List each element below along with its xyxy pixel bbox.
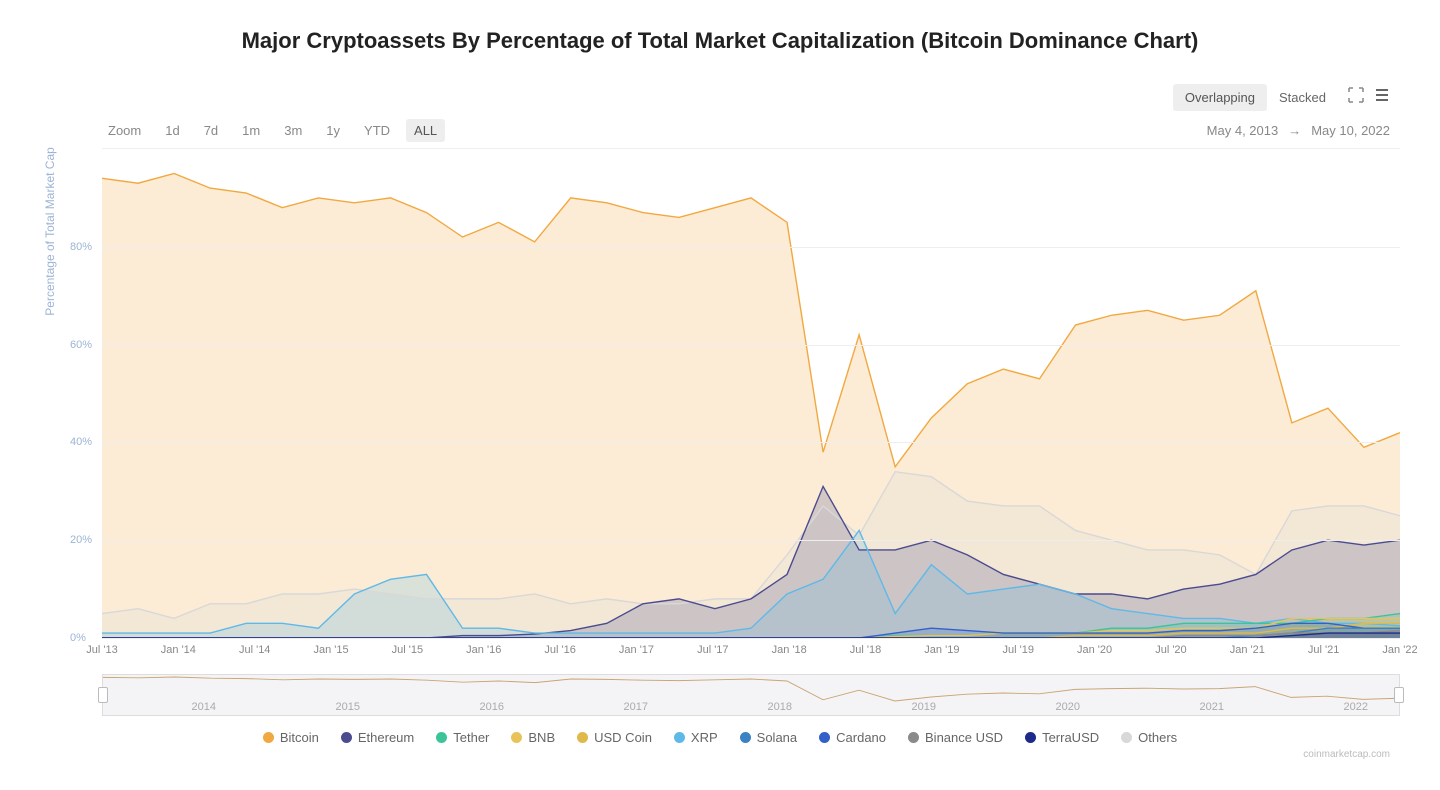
x-tick: Jul '16 [544, 644, 575, 656]
legend-label: Ethereum [358, 730, 414, 745]
x-tick: Jan '17 [619, 644, 654, 656]
legend-dot-icon [341, 732, 352, 743]
x-tick: Jan '21 [1230, 644, 1265, 656]
x-tick: Jul '15 [392, 644, 423, 656]
navigator-handle-left[interactable] [98, 687, 108, 703]
fullscreen-icon[interactable] [1348, 87, 1364, 108]
legend-item[interactable]: BNB [511, 730, 555, 745]
date-range: May 4, 2013 → May 10, 2022 [1207, 123, 1390, 138]
legend-dot-icon [577, 732, 588, 743]
menu-icon[interactable] [1374, 87, 1390, 108]
x-tick: Jan '20 [1077, 644, 1112, 656]
legend-label: Solana [757, 730, 797, 745]
x-tick: Jul '20 [1155, 644, 1186, 656]
legend-item[interactable]: TerraUSD [1025, 730, 1099, 745]
zoom-all[interactable]: ALL [406, 119, 445, 142]
x-tick: Jul '13 [86, 644, 117, 656]
x-tick: Jan '22 [1382, 644, 1417, 656]
legend-item[interactable]: Bitcoin [263, 730, 319, 745]
nav-year: 2019 [912, 701, 936, 713]
legend-dot-icon [674, 732, 685, 743]
y-tick: 0% [70, 632, 86, 644]
legend-dot-icon [436, 732, 447, 743]
legend-dot-icon [511, 732, 522, 743]
x-tick: Jan '16 [466, 644, 501, 656]
legend: Bitcoin Ethereum Tether BNB USD Coin XRP Solan… [100, 730, 1340, 745]
nav-year: 2018 [768, 701, 792, 713]
legend-item[interactable]: XRP [674, 730, 718, 745]
nav-year: 2014 [192, 701, 216, 713]
nav-year: 2021 [1200, 701, 1224, 713]
legend-label: XRP [691, 730, 718, 745]
navigator-handle-right[interactable] [1394, 687, 1404, 703]
x-tick: Jan '15 [313, 644, 348, 656]
legend-item[interactable]: Tether [436, 730, 489, 745]
x-tick: Jul '19 [1003, 644, 1034, 656]
legend-label: Tether [453, 730, 489, 745]
nav-year: 2020 [1056, 701, 1080, 713]
legend-label: BNB [528, 730, 555, 745]
legend-label: USD Coin [594, 730, 652, 745]
legend-label: TerraUSD [1042, 730, 1099, 745]
y-axis-label: Percentage of Total Market Cap [43, 147, 57, 316]
zoom-7d[interactable]: 7d [196, 119, 226, 142]
legend-dot-icon [1025, 732, 1036, 743]
legend-label: Bitcoin [280, 730, 319, 745]
x-tick: Jan '19 [924, 644, 959, 656]
legend-dot-icon [1121, 732, 1132, 743]
nav-year: 2022 [1344, 701, 1368, 713]
zoom-ytd[interactable]: YTD [356, 119, 398, 142]
x-tick: Jul '14 [239, 644, 270, 656]
legend-item[interactable]: Binance USD [908, 730, 1003, 745]
legend-dot-icon [263, 732, 274, 743]
nav-year: 2016 [480, 701, 504, 713]
zoom-label: Zoom [108, 123, 141, 138]
legend-label: Cardano [836, 730, 886, 745]
nav-year: 2017 [624, 701, 648, 713]
date-to[interactable]: May 10, 2022 [1311, 123, 1390, 138]
legend-item[interactable]: Solana [740, 730, 797, 745]
nav-year: 2015 [336, 701, 360, 713]
x-tick: Jul '17 [697, 644, 728, 656]
zoom-3m[interactable]: 3m [276, 119, 310, 142]
legend-dot-icon [908, 732, 919, 743]
zoom-1d[interactable]: 1d [157, 119, 187, 142]
legend-item[interactable]: Ethereum [341, 730, 414, 745]
x-tick: Jan '18 [772, 644, 807, 656]
y-tick: 40% [70, 436, 92, 448]
legend-item[interactable]: Others [1121, 730, 1177, 745]
range-navigator[interactable]: 2014 2015 2016 2017 2018 2019 2020 2021 2022 [102, 674, 1400, 716]
legend-label: Others [1138, 730, 1177, 745]
chart-plot-area[interactable]: 0%20%40%60%80%Jul '13Jan '14Jul '14Jan '… [102, 148, 1400, 638]
zoom-1m[interactable]: 1m [234, 119, 268, 142]
legend-item[interactable]: USD Coin [577, 730, 652, 745]
view-toggle: Overlapping Stacked [1173, 84, 1390, 111]
legend-dot-icon [740, 732, 751, 743]
chart-title: Major Cryptoassets By Percentage of Tota… [40, 28, 1400, 54]
attribution: coinmarketcap.com [40, 749, 1390, 760]
legend-dot-icon [819, 732, 830, 743]
overlapping-button[interactable]: Overlapping [1173, 84, 1267, 111]
y-tick: 60% [70, 339, 92, 351]
date-from[interactable]: May 4, 2013 [1207, 123, 1279, 138]
y-tick: 80% [70, 241, 92, 253]
x-tick: Jul '21 [1308, 644, 1339, 656]
stacked-button[interactable]: Stacked [1267, 84, 1338, 111]
x-tick: Jul '18 [850, 644, 881, 656]
x-tick: Jan '14 [161, 644, 196, 656]
y-tick: 20% [70, 534, 92, 546]
zoom-controls: Zoom 1d 7d 1m 3m 1y YTD ALL [108, 119, 445, 142]
legend-label: Binance USD [925, 730, 1003, 745]
legend-item[interactable]: Cardano [819, 730, 886, 745]
zoom-1y[interactable]: 1y [318, 119, 348, 142]
arrow-right-icon: → [1288, 123, 1301, 138]
